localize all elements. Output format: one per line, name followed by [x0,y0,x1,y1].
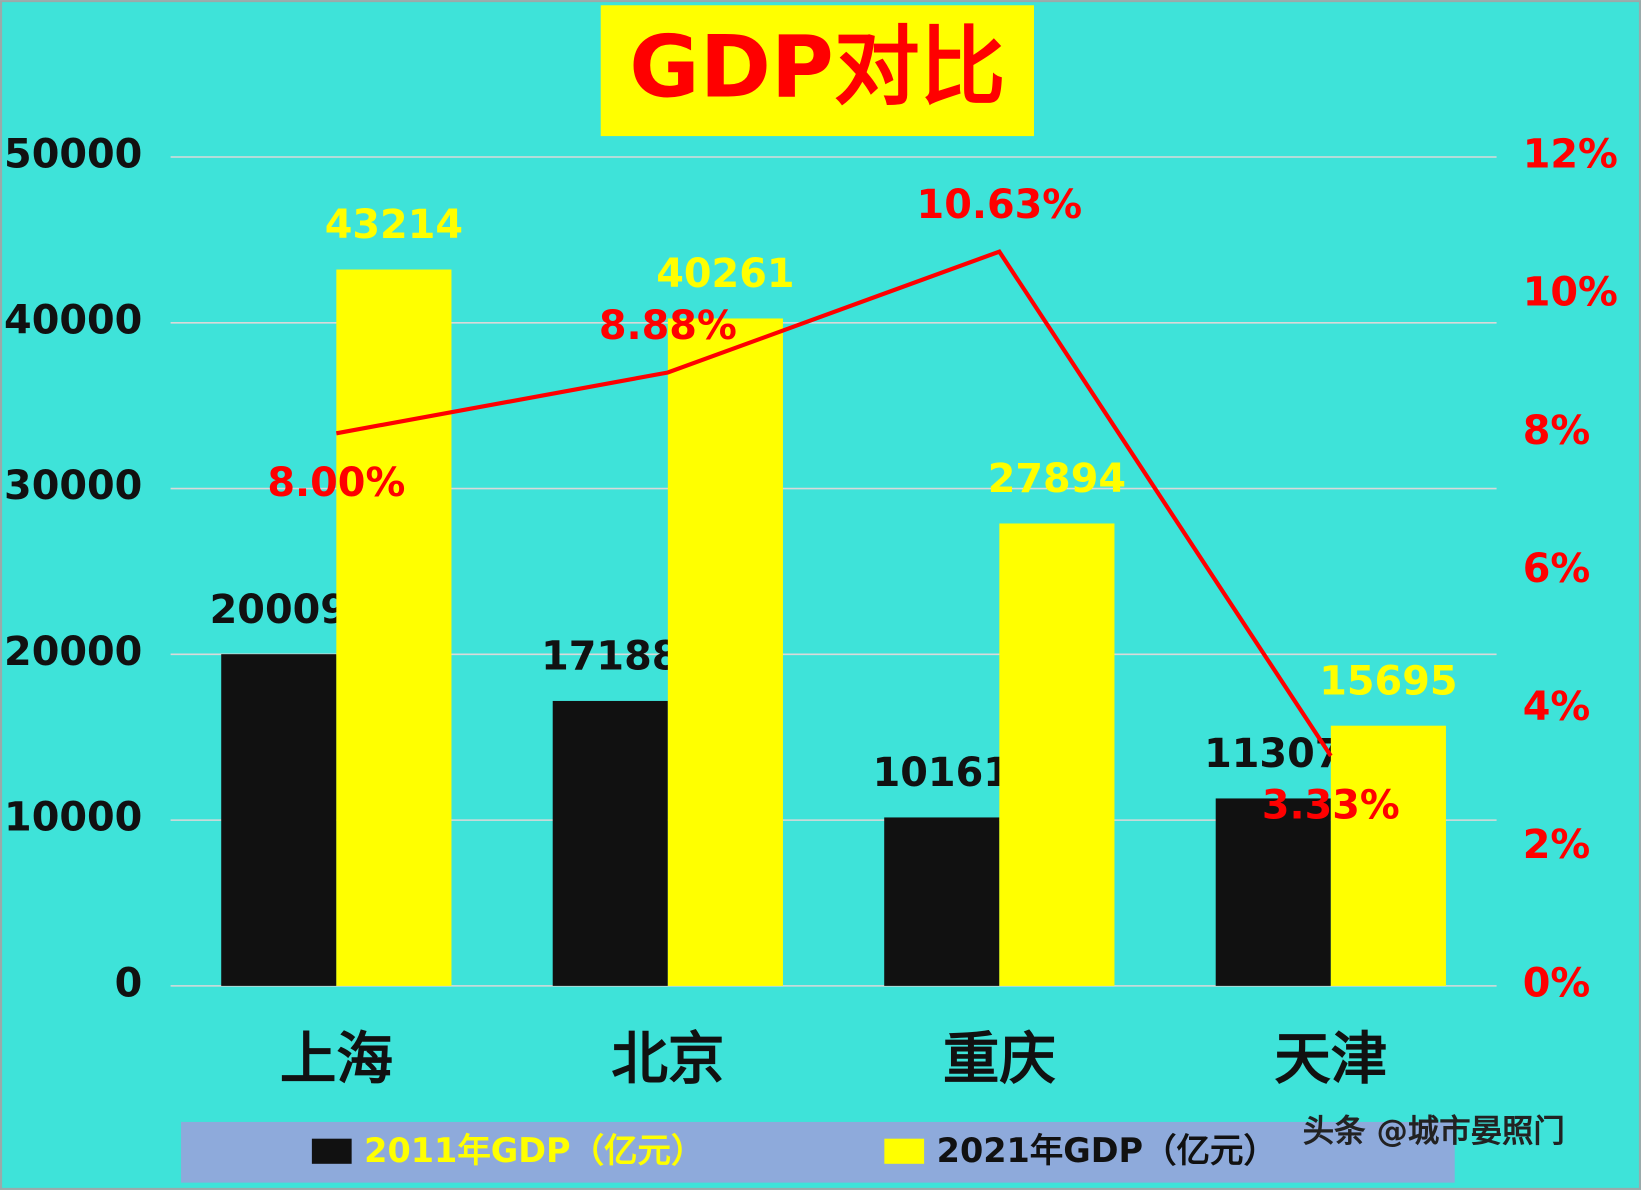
x-tick-label: 重庆 [943,1027,1057,1092]
title-box [600,5,1034,137]
y2-tick-label: 8% [1523,408,1591,454]
data-label: 8.88% [599,303,737,349]
y2-tick-label: 0% [1523,960,1591,1006]
y2-tick-label: 4% [1523,684,1591,730]
legend-label: 2011年GDP（亿元） [364,1131,704,1170]
bar [884,817,1000,986]
data-label: 11307 [1204,731,1342,777]
data-label: 20009 [210,587,348,633]
bar [221,654,337,986]
data-label: 43214 [325,202,463,248]
y2-tick-label: 12% [1523,132,1618,178]
x-tick-label: 北京 [611,1027,724,1092]
legend-swatch [884,1138,925,1164]
bar [336,269,452,986]
legend-box [181,1121,1455,1183]
y2-tick-label: 10% [1523,270,1618,316]
y-tick-label: 20000 [4,629,142,675]
x-tick-label: 天津 [1274,1027,1387,1092]
data-label: 15695 [1319,658,1457,704]
watermark: 头条 @城市晏照门 [1303,1112,1565,1149]
data-label: 3.33% [1262,783,1400,829]
data-label: 40261 [656,251,794,297]
bar [1330,725,1446,986]
x-tick-label: 上海 [280,1027,393,1092]
data-label: 10161 [873,750,1011,796]
legend-label: 2021年GDP（亿元） [937,1131,1277,1170]
data-label: 8.00% [267,460,405,506]
bar [667,318,783,986]
data-label: 27894 [988,456,1126,502]
bar [1215,798,1331,986]
y-tick-label: 30000 [4,463,142,509]
bar [999,523,1115,986]
y-tick-label: 0 [115,960,143,1006]
data-label: 10.63% [917,182,1083,228]
legend-swatch [311,1138,352,1164]
chart-title: GDP对比 [629,18,1005,118]
y-tick-label: 10000 [4,795,142,841]
y2-tick-label: 2% [1523,822,1591,868]
y2-tick-label: 6% [1523,546,1591,592]
y-tick-label: 50000 [4,132,142,178]
y-tick-label: 40000 [4,297,142,343]
bar [552,700,668,986]
line [335,249,1333,758]
data-label: 17188 [541,634,679,680]
